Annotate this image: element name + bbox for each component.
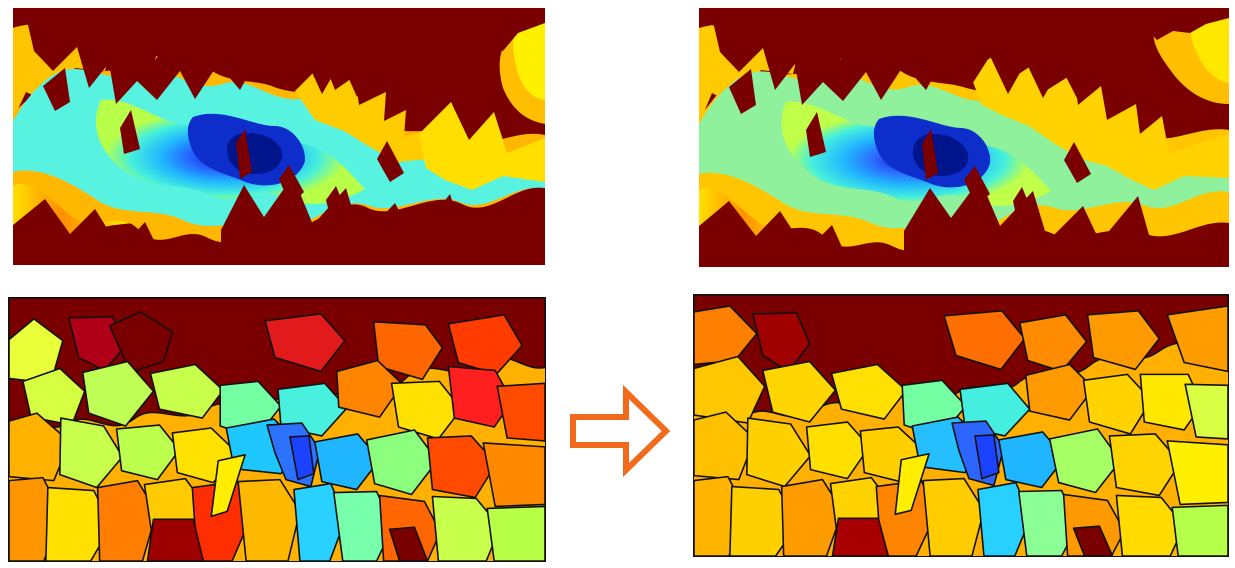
top-right-heatmap: [699, 8, 1229, 267]
bottom-right-partition-map: [693, 294, 1229, 557]
top-left-heatmap: [13, 8, 545, 265]
bottom-left-partition-map: [8, 297, 546, 562]
right-arrow-icon: [568, 384, 672, 478]
